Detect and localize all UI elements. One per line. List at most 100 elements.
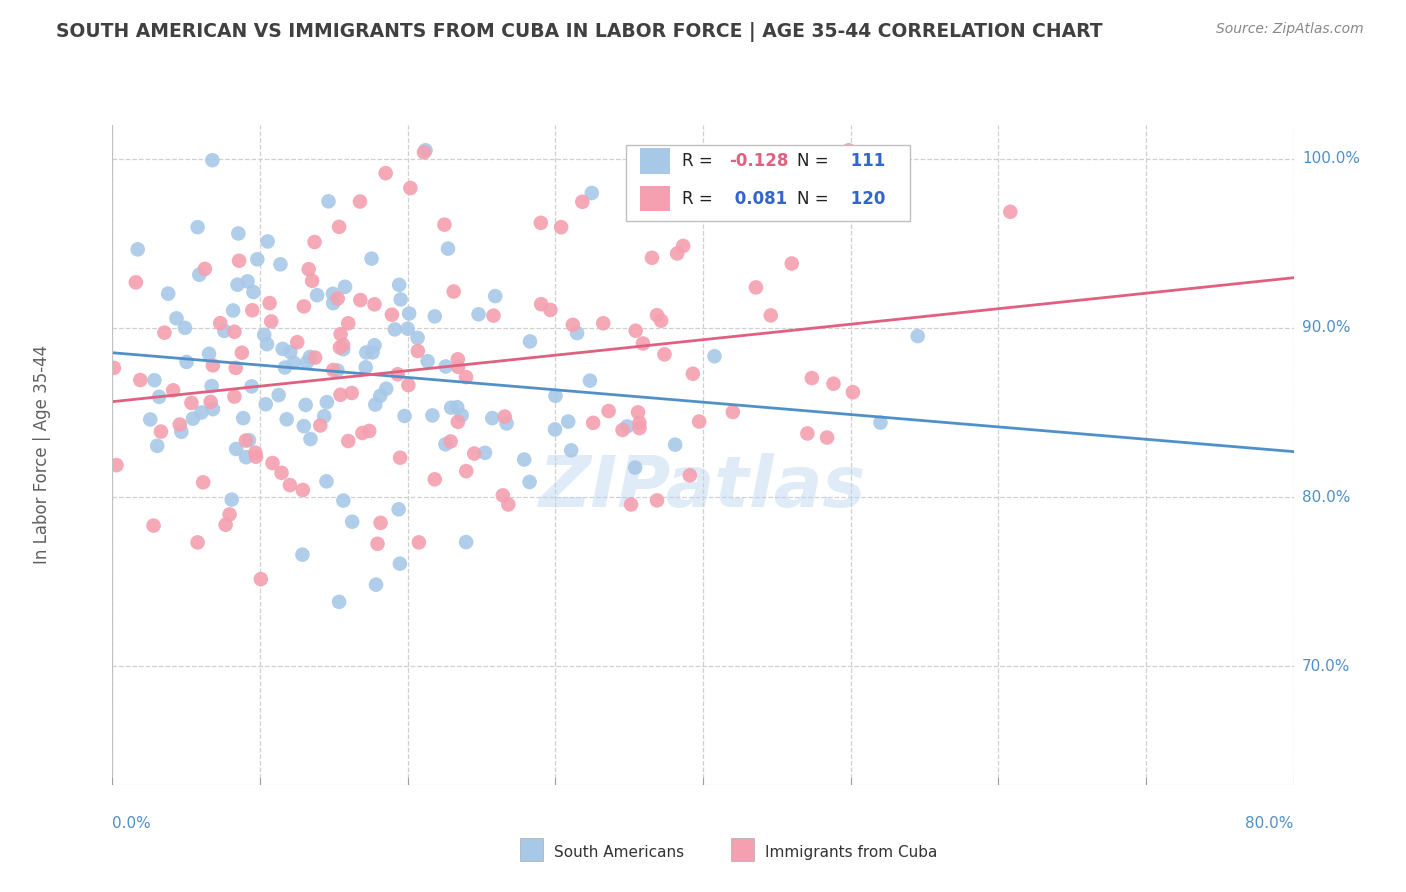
Point [481, 411, 503, 425]
Point [450, 409, 472, 423]
Point [422, 409, 444, 423]
Point [274, 360, 297, 375]
Point [224, 325, 246, 339]
Point [222, 303, 245, 318]
Point [180, 396, 202, 410]
Text: 0.081: 0.081 [728, 190, 787, 208]
Text: Source: ZipAtlas.com: Source: ZipAtlas.com [1216, 22, 1364, 37]
Point [664, 438, 686, 452]
Point [659, 201, 682, 215]
Point [291, 548, 314, 562]
Point [174, 320, 197, 334]
Point [190, 405, 212, 419]
Point [666, 246, 689, 260]
Point [254, 397, 277, 411]
Point [240, 379, 263, 393]
Point [800, 371, 823, 385]
Point [299, 432, 322, 446]
Point [484, 289, 506, 303]
Point [423, 310, 446, 324]
Point [200, 395, 222, 409]
Point [447, 352, 470, 367]
Point [242, 285, 264, 299]
Point [326, 292, 349, 306]
Point [416, 354, 439, 368]
Point [467, 307, 489, 321]
Point [105, 458, 128, 472]
Point [187, 535, 209, 549]
Point [823, 376, 845, 391]
Text: Immigrants from Cuba: Immigrants from Cuba [765, 846, 938, 860]
Point [907, 329, 929, 343]
Point [322, 296, 344, 310]
Point [259, 296, 281, 310]
Point [291, 483, 314, 497]
Point [446, 400, 468, 414]
Point [394, 409, 416, 423]
Point [645, 493, 668, 508]
Point [314, 409, 336, 424]
Point [166, 311, 188, 326]
Point [1000, 204, 1022, 219]
Point [228, 227, 250, 241]
Point [209, 316, 232, 330]
Point [349, 194, 371, 209]
Point [307, 288, 329, 302]
Point [326, 363, 349, 377]
Point [423, 472, 446, 486]
Point [333, 280, 356, 294]
Point [721, 405, 744, 419]
Point [153, 326, 176, 340]
Point [612, 423, 634, 437]
Point [240, 303, 263, 318]
Point [620, 498, 643, 512]
Point [650, 314, 672, 328]
Point [187, 220, 209, 235]
Point [328, 219, 350, 234]
Point [340, 515, 363, 529]
Point [169, 417, 191, 432]
Point [456, 464, 478, 478]
Point [406, 331, 429, 345]
Point [557, 415, 579, 429]
Text: -0.128: -0.128 [728, 152, 789, 170]
Point [368, 389, 391, 403]
Point [181, 411, 204, 425]
Point [304, 235, 326, 249]
Point [142, 518, 165, 533]
Point [581, 186, 603, 200]
Point [201, 153, 224, 168]
Point [224, 390, 246, 404]
Point [188, 268, 211, 282]
Point [363, 338, 385, 352]
Point [125, 276, 148, 290]
Point [146, 439, 169, 453]
Point [226, 277, 249, 292]
Point [235, 450, 257, 465]
Point [225, 442, 247, 456]
Point [148, 390, 170, 404]
Point [218, 508, 240, 522]
Text: 70.0%: 70.0% [1302, 659, 1350, 674]
Point [616, 419, 638, 434]
Point [627, 405, 650, 419]
Point [103, 360, 125, 375]
Point [359, 424, 381, 438]
Point [530, 216, 553, 230]
Point [170, 425, 193, 439]
Point [375, 382, 398, 396]
Point [628, 416, 651, 430]
Text: 80.0%: 80.0% [1246, 815, 1294, 830]
Point [645, 308, 668, 322]
Point [260, 314, 283, 328]
Point [598, 404, 620, 418]
Point [235, 434, 257, 448]
Point [354, 360, 377, 375]
Text: 100.0%: 100.0% [1302, 152, 1360, 166]
Point [530, 297, 553, 311]
Point [340, 386, 363, 401]
Point [270, 466, 292, 480]
Point [388, 502, 411, 516]
Point [269, 257, 291, 271]
Point [571, 194, 593, 209]
